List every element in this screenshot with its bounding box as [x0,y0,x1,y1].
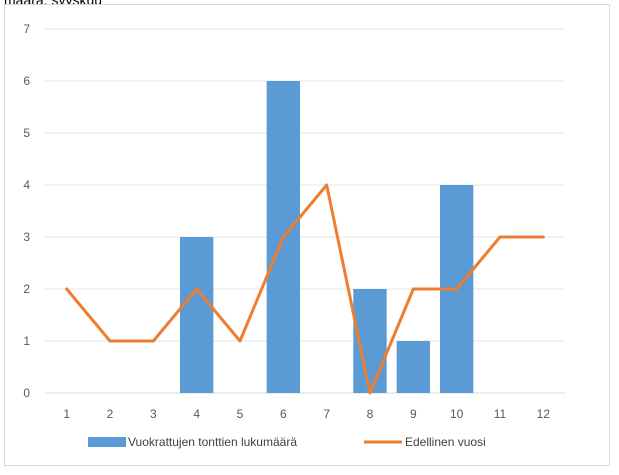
x-tick-label: 1 [63,407,70,421]
bar [179,237,214,393]
line-point [499,236,501,238]
series-line [65,183,545,395]
x-tick-label: 10 [450,407,464,421]
line-point [152,340,154,342]
x-tick-label: 2 [107,407,114,421]
x-axis-ticks: 1 2 3 4 5 6 7 8 9 10 11 12 [63,407,550,421]
y-tick-label: 2 [23,282,30,296]
line-point [239,340,241,342]
y-tick-label: 0 [23,386,30,400]
line-point [542,236,544,238]
line-point [282,236,284,238]
y-tick-label: 4 [23,178,30,192]
x-tick-label: 3 [150,407,157,421]
x-tick-label: 5 [237,407,244,421]
legend-label-bar: Vuokrattujen tonttien lukumäärä [128,435,297,449]
x-tick-label: 6 [280,407,287,421]
line-point [326,184,328,186]
bar [396,341,431,393]
line-point [369,392,371,394]
legend-label-line: Edellinen vuosi [405,435,486,449]
x-tick-label: 11 [494,407,507,421]
x-tick-label: 7 [323,407,330,421]
line-point [456,288,458,290]
y-tick-label: 5 [23,126,30,140]
y-tick-label: 1 [23,334,30,348]
line-point [412,288,414,290]
y-tick-label: 3 [23,230,30,244]
line-point [66,288,68,290]
y-tick-label: 6 [23,74,30,88]
line-point [109,340,111,342]
legend: Vuokrattujen tonttien lukumäärä Edelline… [88,435,486,449]
legend-swatch-bar [88,437,126,447]
x-tick-label: 12 [537,407,551,421]
line-point [196,288,198,290]
y-tick-label: 7 [23,22,30,36]
x-tick-label: 9 [410,407,417,421]
x-tick-label: 8 [367,407,374,421]
y-axis-ticks: 0 1 2 3 4 5 6 7 [23,22,30,400]
line-series [65,183,545,395]
x-tick-label: 4 [193,407,200,421]
